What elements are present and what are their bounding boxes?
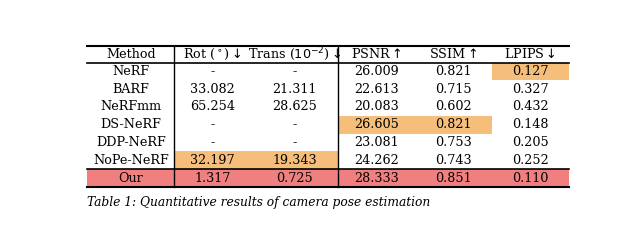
Text: 0.821: 0.821 — [435, 65, 472, 78]
Text: 19.343: 19.343 — [272, 154, 317, 167]
Text: 0.725: 0.725 — [276, 172, 313, 184]
Text: 0.252: 0.252 — [512, 154, 548, 167]
Bar — [88, 98, 568, 116]
Text: 0.851: 0.851 — [435, 172, 472, 184]
Text: 0.205: 0.205 — [512, 136, 548, 149]
Bar — [88, 80, 568, 98]
Text: PSNR$\uparrow$: PSNR$\uparrow$ — [351, 48, 402, 62]
Text: -: - — [211, 136, 215, 149]
Text: NeRF: NeRF — [112, 65, 149, 78]
Bar — [88, 169, 568, 187]
Text: 32.197: 32.197 — [190, 154, 235, 167]
Text: BARF: BARF — [113, 83, 149, 96]
Text: DDP-NeRF: DDP-NeRF — [96, 136, 166, 149]
Bar — [174, 151, 251, 169]
Text: NeRFmm: NeRFmm — [100, 100, 161, 114]
Text: 0.327: 0.327 — [512, 83, 548, 96]
Bar — [88, 62, 568, 80]
Text: -: - — [292, 136, 297, 149]
Text: Rot ($^\circ$)$\downarrow$: Rot ($^\circ$)$\downarrow$ — [184, 47, 242, 62]
Text: 22.613: 22.613 — [354, 83, 399, 96]
Text: DS-NeRF: DS-NeRF — [100, 118, 161, 131]
Text: 33.082: 33.082 — [190, 83, 235, 96]
Bar — [88, 134, 568, 151]
Text: -: - — [292, 65, 297, 78]
Text: 26.605: 26.605 — [354, 118, 399, 131]
Text: 0.821: 0.821 — [435, 118, 472, 131]
Text: 0.127: 0.127 — [512, 65, 548, 78]
Text: 24.262: 24.262 — [354, 154, 399, 167]
Text: 21.311: 21.311 — [273, 83, 317, 96]
Bar — [88, 116, 568, 134]
Text: -: - — [211, 65, 215, 78]
Text: 0.743: 0.743 — [435, 154, 472, 167]
Text: SSIM$\uparrow$: SSIM$\uparrow$ — [429, 48, 477, 62]
Text: Trans ($10^{-2}$)$\downarrow$: Trans ($10^{-2}$)$\downarrow$ — [248, 46, 341, 63]
Text: 65.254: 65.254 — [190, 100, 235, 114]
Bar — [251, 151, 338, 169]
Bar — [338, 116, 415, 134]
Text: 20.083: 20.083 — [354, 100, 399, 114]
Text: Method: Method — [106, 48, 156, 61]
Bar — [415, 116, 492, 134]
Text: Table 1: Quantitative results of camera pose estimation: Table 1: Quantitative results of camera … — [88, 196, 431, 208]
Text: NoPe-NeRF: NoPe-NeRF — [93, 154, 169, 167]
Text: 0.715: 0.715 — [435, 83, 472, 96]
Text: 0.110: 0.110 — [512, 172, 548, 184]
Bar — [88, 151, 568, 169]
Text: -: - — [292, 118, 297, 131]
Text: 23.081: 23.081 — [354, 136, 399, 149]
Text: 28.625: 28.625 — [272, 100, 317, 114]
Text: 28.333: 28.333 — [354, 172, 399, 184]
Text: 0.432: 0.432 — [512, 100, 548, 114]
Text: -: - — [211, 118, 215, 131]
Text: 1.317: 1.317 — [195, 172, 231, 184]
Text: 0.753: 0.753 — [435, 136, 472, 149]
Text: 0.602: 0.602 — [435, 100, 472, 114]
Text: 0.148: 0.148 — [512, 118, 548, 131]
Text: LPIPS$\downarrow$: LPIPS$\downarrow$ — [504, 48, 556, 62]
Text: 26.009: 26.009 — [354, 65, 399, 78]
Text: Our: Our — [118, 172, 143, 184]
Bar — [492, 62, 568, 80]
